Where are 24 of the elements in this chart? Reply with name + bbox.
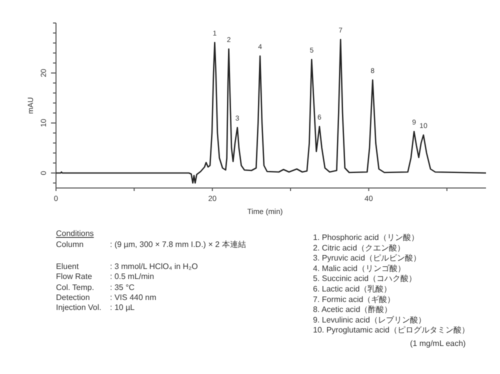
text: : (9 µm, 300 × 7.8 mm I.D.) × 2 本連結 [110, 240, 246, 249]
text: 10. Pyroglutamic acid（ピログルタミン酸） [313, 326, 470, 335]
text: 1. Phosphoric acid（リン酸） [313, 233, 419, 242]
text: Column [56, 240, 84, 249]
text: 3. Pyruvic acid（ピルビン酸） [313, 254, 422, 263]
text: Conditions [56, 229, 94, 238]
text: 2. Citric acid（クエン酸） [313, 243, 406, 252]
text: 4. Malic acid（リンゴ酸） [313, 264, 406, 273]
text: 6. Lactic acid（乳酸） [313, 284, 392, 294]
text: Detection [56, 293, 90, 302]
text: : 0.5 mL/min [110, 272, 154, 281]
text: : VIS 440 nm [110, 293, 157, 302]
text: 7. Formic acid（ギ酸） [313, 294, 396, 304]
text: 8. Acetic acid（酢酸） [313, 305, 392, 314]
text: (1 mg/mL each) [410, 339, 466, 348]
text: Eluent [56, 262, 80, 271]
text: 9. Levulinic acid（レブリン酸） [313, 315, 426, 324]
text: Flow Rate [56, 272, 93, 281]
text: Injection Vol. [56, 303, 102, 312]
text: 5. Succinic acid（コハク酸） [313, 274, 417, 284]
text: Col. Temp. [56, 283, 94, 292]
text: : 10 µL [110, 303, 136, 312]
text: : 35 °C [110, 283, 135, 292]
text: : 3 mmol/L HClO₄ in H₂O [110, 262, 198, 271]
